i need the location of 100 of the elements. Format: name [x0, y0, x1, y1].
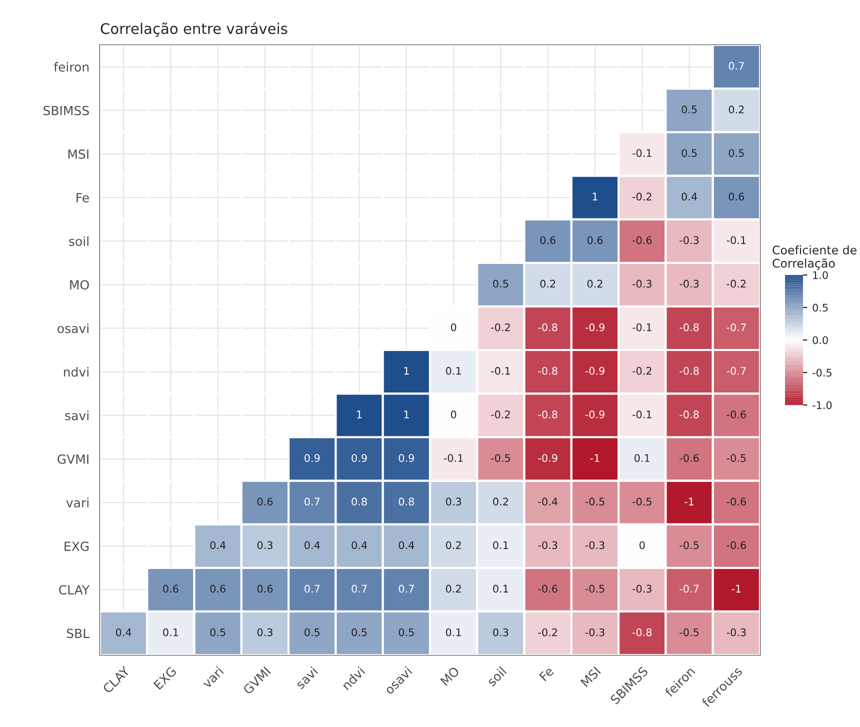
data-label: 0.3 — [257, 628, 272, 636]
data-label: -0.2 — [538, 628, 557, 636]
color-bar-title: Coeficiente de Correlação — [772, 245, 856, 270]
data-label: -0.2 — [726, 280, 746, 288]
data-label: 0.6 — [163, 584, 178, 593]
y-tick-label: feiron — [54, 62, 89, 72]
data-label: -0.1 — [632, 149, 652, 157]
data-label: -0.5 — [632, 498, 652, 506]
data-label: -0.9 — [538, 454, 558, 462]
data-label: -1 — [732, 584, 741, 593]
data-label: 0.9 — [398, 454, 414, 462]
data-label: 0.5 — [682, 106, 697, 114]
data-label: -0.6 — [632, 236, 652, 244]
x-tick-label: MO — [440, 666, 460, 686]
data-label: 0.1 — [634, 454, 650, 462]
data-label: -0.6 — [538, 584, 558, 593]
data-label: 0.2 — [493, 498, 508, 506]
data-label: -0.9 — [585, 410, 604, 418]
data-label: -0.3 — [632, 280, 652, 288]
data-label: 0.1 — [446, 366, 461, 375]
data-label: 0.7 — [304, 584, 320, 593]
y-tick-label: MO — [70, 280, 89, 290]
data-label: 0.2 — [446, 584, 461, 593]
data-label: 0.5 — [210, 628, 226, 636]
data-label: -0.8 — [538, 366, 558, 375]
data-label: 0.5 — [304, 628, 320, 636]
y-tick-label: Fe — [76, 193, 89, 202]
data-label: -0.3 — [585, 541, 604, 550]
data-label: 0.4 — [304, 541, 320, 550]
y-tick-label: EXG — [64, 542, 89, 551]
data-label: -0.6 — [726, 541, 746, 550]
data-label: 0.6 — [257, 498, 273, 506]
data-label: 0.5 — [352, 628, 367, 636]
data-label: 0.3 — [446, 498, 462, 506]
data-label: 0.5 — [493, 280, 508, 288]
data-label: 1 — [404, 367, 409, 375]
data-label: 0.7 — [304, 498, 320, 506]
y-tick-label: SBIMSS — [44, 106, 89, 116]
data-label: -0.2 — [632, 192, 652, 201]
data-label: -0.7 — [726, 323, 746, 332]
data-label: 0.7 — [398, 584, 414, 593]
data-label: -0.6 — [680, 454, 699, 462]
y-tick-label: MSI — [68, 149, 88, 159]
data-label: -0.3 — [538, 541, 558, 550]
y-tick-label: GVMI — [58, 454, 88, 464]
data-label: 0.4 — [116, 628, 132, 636]
data-label: 0.2 — [446, 541, 461, 550]
data-label: 0.7 — [728, 62, 744, 70]
data-label: 0.7 — [352, 584, 367, 593]
data-label: 0.5 — [728, 149, 744, 157]
data-label: 0 — [450, 410, 456, 418]
data-label: -0.3 — [726, 628, 746, 636]
data-label: -0.1 — [632, 410, 652, 418]
data-label: -0.5 — [726, 454, 746, 462]
x-tick-label: Fe — [538, 666, 554, 682]
data-label: 0.9 — [352, 454, 367, 462]
data-label: 0.2 — [587, 280, 602, 288]
data-label: -0.2 — [491, 410, 510, 418]
color-bar-label: 1.0 — [813, 271, 828, 280]
data-label: 0.6 — [728, 192, 744, 201]
color-bar-label: -0.5 — [812, 368, 832, 377]
y-tick-label: SBL — [66, 628, 90, 638]
data-label: -0.3 — [585, 628, 604, 636]
y-tick-label: ndvi — [64, 367, 88, 377]
data-label: -0.5 — [585, 584, 604, 593]
data-label: 0.6 — [587, 236, 603, 244]
data-label: 0 — [450, 323, 456, 332]
data-label: -0.1 — [632, 323, 652, 332]
color-bar-label: 0.5 — [812, 304, 828, 312]
data-label: 0.8 — [352, 498, 367, 506]
x-tick-label: soil — [486, 666, 507, 687]
data-label: 0.4 — [210, 541, 226, 550]
data-label: 0.4 — [352, 541, 367, 550]
data-label: 0.6 — [257, 584, 273, 593]
chart-title: Correlação entre varáveis — [100, 22, 288, 37]
data-label: -0.3 — [632, 584, 652, 593]
data-label: -0.5 — [680, 628, 699, 636]
data-label: 0.5 — [398, 628, 414, 636]
data-label: 0.2 — [540, 280, 556, 288]
data-label: -0.9 — [585, 323, 604, 332]
data-label: -1 — [590, 454, 600, 462]
data-label: 1 — [357, 410, 362, 418]
data-label: -0.3 — [680, 280, 699, 288]
data-label: 0.6 — [540, 236, 556, 244]
data-label: -0.5 — [680, 541, 699, 550]
x-tick-label: MSI — [580, 666, 601, 688]
data-label: 0.2 — [728, 106, 744, 114]
data-label: -1 — [684, 498, 694, 506]
data-label: 0.4 — [398, 541, 414, 550]
data-label: -0.8 — [680, 323, 699, 332]
data-label: -0.8 — [538, 323, 558, 332]
data-label: -0.6 — [726, 410, 746, 418]
data-label: 1 — [592, 192, 598, 200]
data-label: -0.1 — [726, 236, 746, 244]
data-label: 0.3 — [257, 541, 272, 550]
data-label: -0.2 — [632, 366, 652, 375]
data-label: -0.6 — [726, 498, 746, 506]
y-tick-label: osavi — [58, 323, 88, 334]
data-label: -0.5 — [491, 454, 510, 462]
data-label: 0.5 — [682, 149, 697, 157]
